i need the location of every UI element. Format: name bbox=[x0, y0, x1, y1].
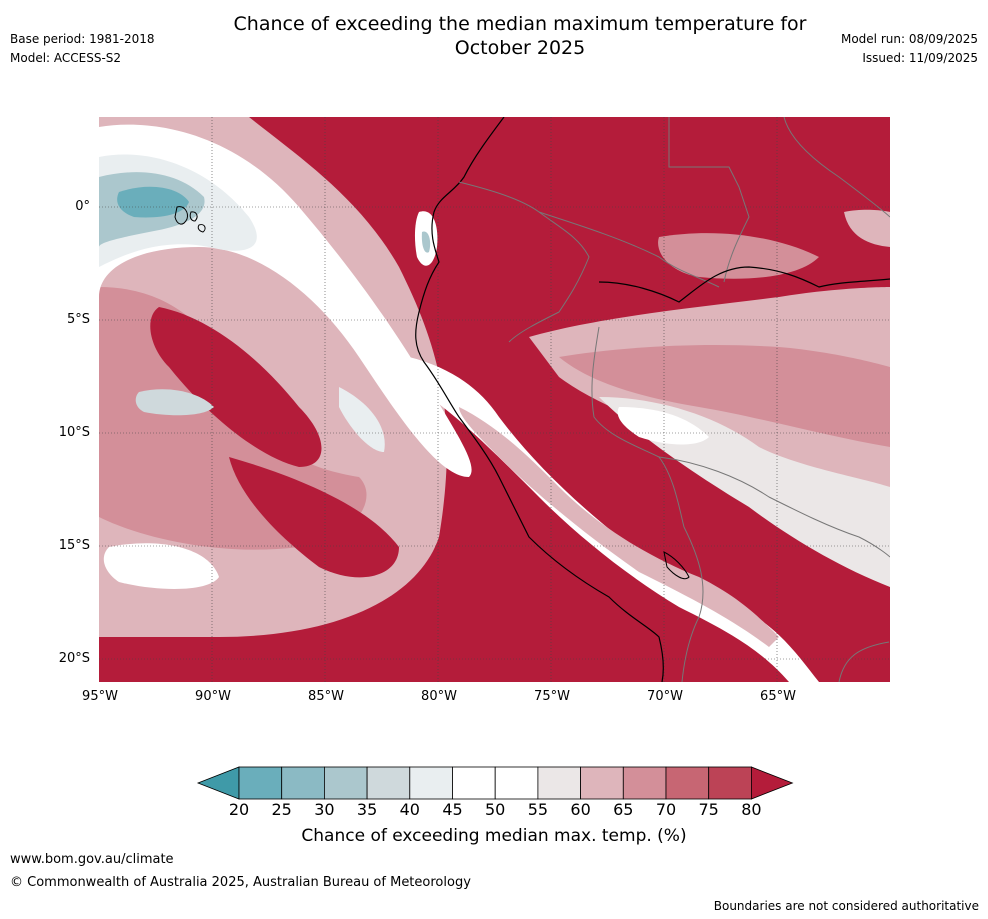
inland-band-65 bbox=[658, 233, 819, 279]
colorbar-tick-label: 25 bbox=[271, 800, 292, 819]
lon-label-5: 70°W bbox=[647, 689, 683, 704]
contour-band-25 bbox=[117, 186, 189, 218]
colorbar-tick-labels: 20 25 30 35 40 45 50 55 60 65 70 75 80 bbox=[0, 800, 988, 822]
colorbar-cell bbox=[281, 766, 325, 800]
title-line-2: October 2025 bbox=[454, 37, 586, 59]
coastline bbox=[415, 117, 664, 682]
graticule bbox=[99, 117, 890, 682]
title-line-1: Chance of exceeding the median maximum t… bbox=[233, 13, 807, 35]
colorbar-tick-label: 65 bbox=[613, 800, 634, 819]
colorbar-tick-label: 40 bbox=[399, 800, 420, 819]
colorbar-tick-label: 60 bbox=[570, 800, 591, 819]
map-title: Chance of exceeding the median maximum t… bbox=[0, 12, 988, 60]
inland-band-50 bbox=[617, 407, 709, 445]
colorbar-tick-label: 75 bbox=[698, 800, 719, 819]
footer-url[interactable]: www.bom.gov.au/climate bbox=[10, 852, 174, 867]
lat-label-0: 0° bbox=[75, 199, 90, 214]
colorbar-cell bbox=[708, 766, 752, 800]
colorbar-cell bbox=[622, 766, 667, 800]
colorbar-cell bbox=[452, 766, 496, 800]
contour-band-45-coastal bbox=[339, 387, 385, 452]
coastal-band-60 bbox=[459, 407, 779, 647]
model-name: Model: ACCESS-S2 bbox=[10, 51, 122, 65]
colorbar bbox=[196, 766, 794, 800]
inland-band-70 bbox=[559, 345, 890, 447]
model-run: Model run: 08/09/2025 bbox=[840, 32, 978, 46]
contour-band-50-south bbox=[103, 543, 219, 589]
colorbar-label: Chance of exceeding median max. temp. (%… bbox=[301, 826, 687, 846]
lat-label-3: 15°S bbox=[58, 538, 90, 553]
base-period: Base period: 1981-2018 bbox=[10, 32, 155, 46]
contour-band-40-mid bbox=[135, 389, 214, 416]
issued-date: Issued: 11/09/2025 bbox=[862, 51, 978, 65]
lat-label-1: 5°S bbox=[66, 312, 90, 327]
map-contours bbox=[99, 117, 890, 682]
lon-label-1: 90°W bbox=[195, 689, 231, 704]
amazon-river bbox=[598, 266, 890, 303]
inland-band-55 bbox=[599, 397, 890, 587]
colorbar-tick-label: 55 bbox=[527, 800, 549, 819]
lon-label-6: 65°W bbox=[760, 689, 796, 704]
colorbar-extend-low bbox=[196, 766, 240, 800]
footer-copyright: © Commonwealth of Australia 2025, Austra… bbox=[10, 875, 471, 890]
lon-label-0: 95°W bbox=[82, 689, 118, 704]
colorbar-tick-label: 30 bbox=[314, 800, 335, 819]
country-borders bbox=[458, 117, 890, 682]
contour-band-75b bbox=[229, 457, 399, 578]
colorbar-tick-label: 70 bbox=[655, 800, 677, 819]
contour-band-75 bbox=[150, 307, 322, 467]
footer-disclaimer: Boundaries are not considered authoritat… bbox=[713, 899, 979, 913]
colorbar-cell bbox=[580, 766, 624, 800]
lat-label-4: 20°S bbox=[58, 651, 90, 666]
lake-titicaca bbox=[663, 551, 690, 580]
colorbar-extend-high bbox=[751, 766, 794, 800]
colorbar-tick-label: 80 bbox=[741, 800, 762, 819]
colorbar-cell bbox=[537, 766, 581, 800]
lat-label-2: 10°S bbox=[58, 425, 90, 440]
colorbar-tick-label: 45 bbox=[442, 800, 463, 819]
colorbar-cell bbox=[494, 766, 539, 800]
colorbar-tick-label: 20 bbox=[228, 800, 250, 819]
colorbar-cell bbox=[665, 766, 710, 800]
forecast-map bbox=[99, 117, 890, 682]
colorbar-cell bbox=[409, 766, 453, 800]
colorbar-tick-label: 50 bbox=[485, 800, 506, 819]
north-band-40 bbox=[421, 231, 431, 253]
colorbar-cell bbox=[238, 766, 283, 800]
lon-label-3: 80°W bbox=[421, 689, 457, 704]
galapagos-islands bbox=[174, 206, 206, 233]
colorbar-tick-label: 35 bbox=[356, 800, 378, 819]
east-band-60 bbox=[844, 209, 890, 247]
lon-label-4: 75°W bbox=[534, 689, 570, 704]
colorbar-cell bbox=[366, 766, 411, 800]
lon-label-2: 85°W bbox=[308, 689, 344, 704]
colorbar-cell bbox=[323, 766, 368, 800]
